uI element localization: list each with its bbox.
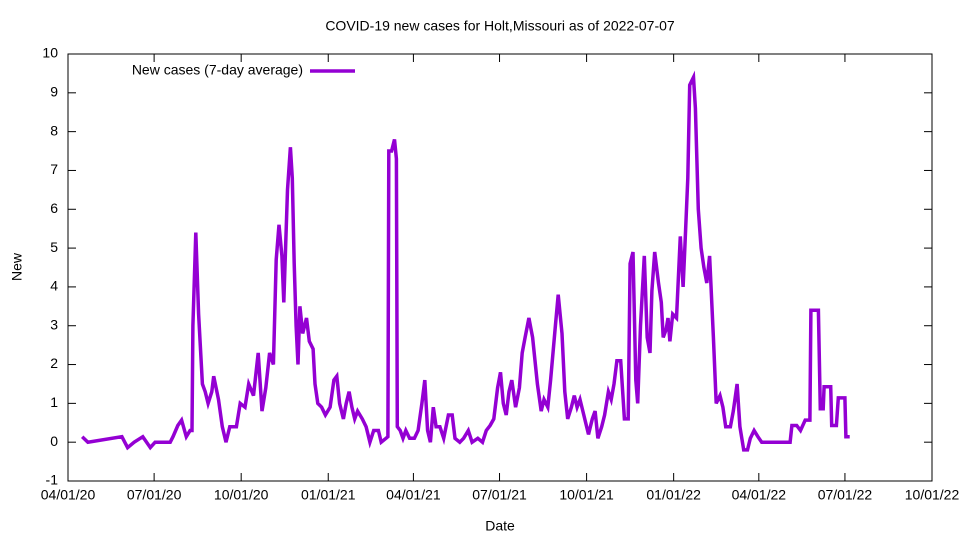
x-tick-label: 04/01/20 <box>41 487 96 503</box>
x-tick-label: 07/01/21 <box>472 487 527 503</box>
y-tick-label: 3 <box>50 316 58 332</box>
y-tick-label: 8 <box>50 122 58 138</box>
y-axis-label: New <box>9 252 25 281</box>
x-tick-label: 07/01/22 <box>818 487 873 503</box>
x-tick-label: 10/01/21 <box>559 487 614 503</box>
x-tick-label: 04/01/22 <box>732 487 787 503</box>
x-tick-label: 07/01/20 <box>127 487 182 503</box>
y-tick-label: 6 <box>50 200 58 216</box>
y-tick-label: -1 <box>46 472 59 488</box>
x-tick-label: 10/01/20 <box>214 487 269 503</box>
x-tick-label: 01/01/21 <box>301 487 356 503</box>
y-tick-label: 2 <box>50 355 58 371</box>
y-tick-label: 7 <box>50 161 58 177</box>
x-tick-label: 10/01/22 <box>905 487 960 503</box>
series-line <box>80 70 850 452</box>
chart-title: COVID-19 new cases for Holt,Missouri as … <box>325 18 675 34</box>
y-tick-label: 1 <box>50 394 58 410</box>
legend-label: New cases (7-day average) <box>132 62 303 78</box>
y-tick-label: 5 <box>50 239 58 255</box>
x-tick-label: 04/01/21 <box>386 487 441 503</box>
y-tick-label: 0 <box>50 433 58 449</box>
y-tick-label: 10 <box>42 45 58 61</box>
x-axis-label: Date <box>485 518 515 534</box>
x-tick-label: 01/01/22 <box>646 487 701 503</box>
y-tick-label: 4 <box>50 278 58 294</box>
y-tick-label: 9 <box>50 84 58 100</box>
